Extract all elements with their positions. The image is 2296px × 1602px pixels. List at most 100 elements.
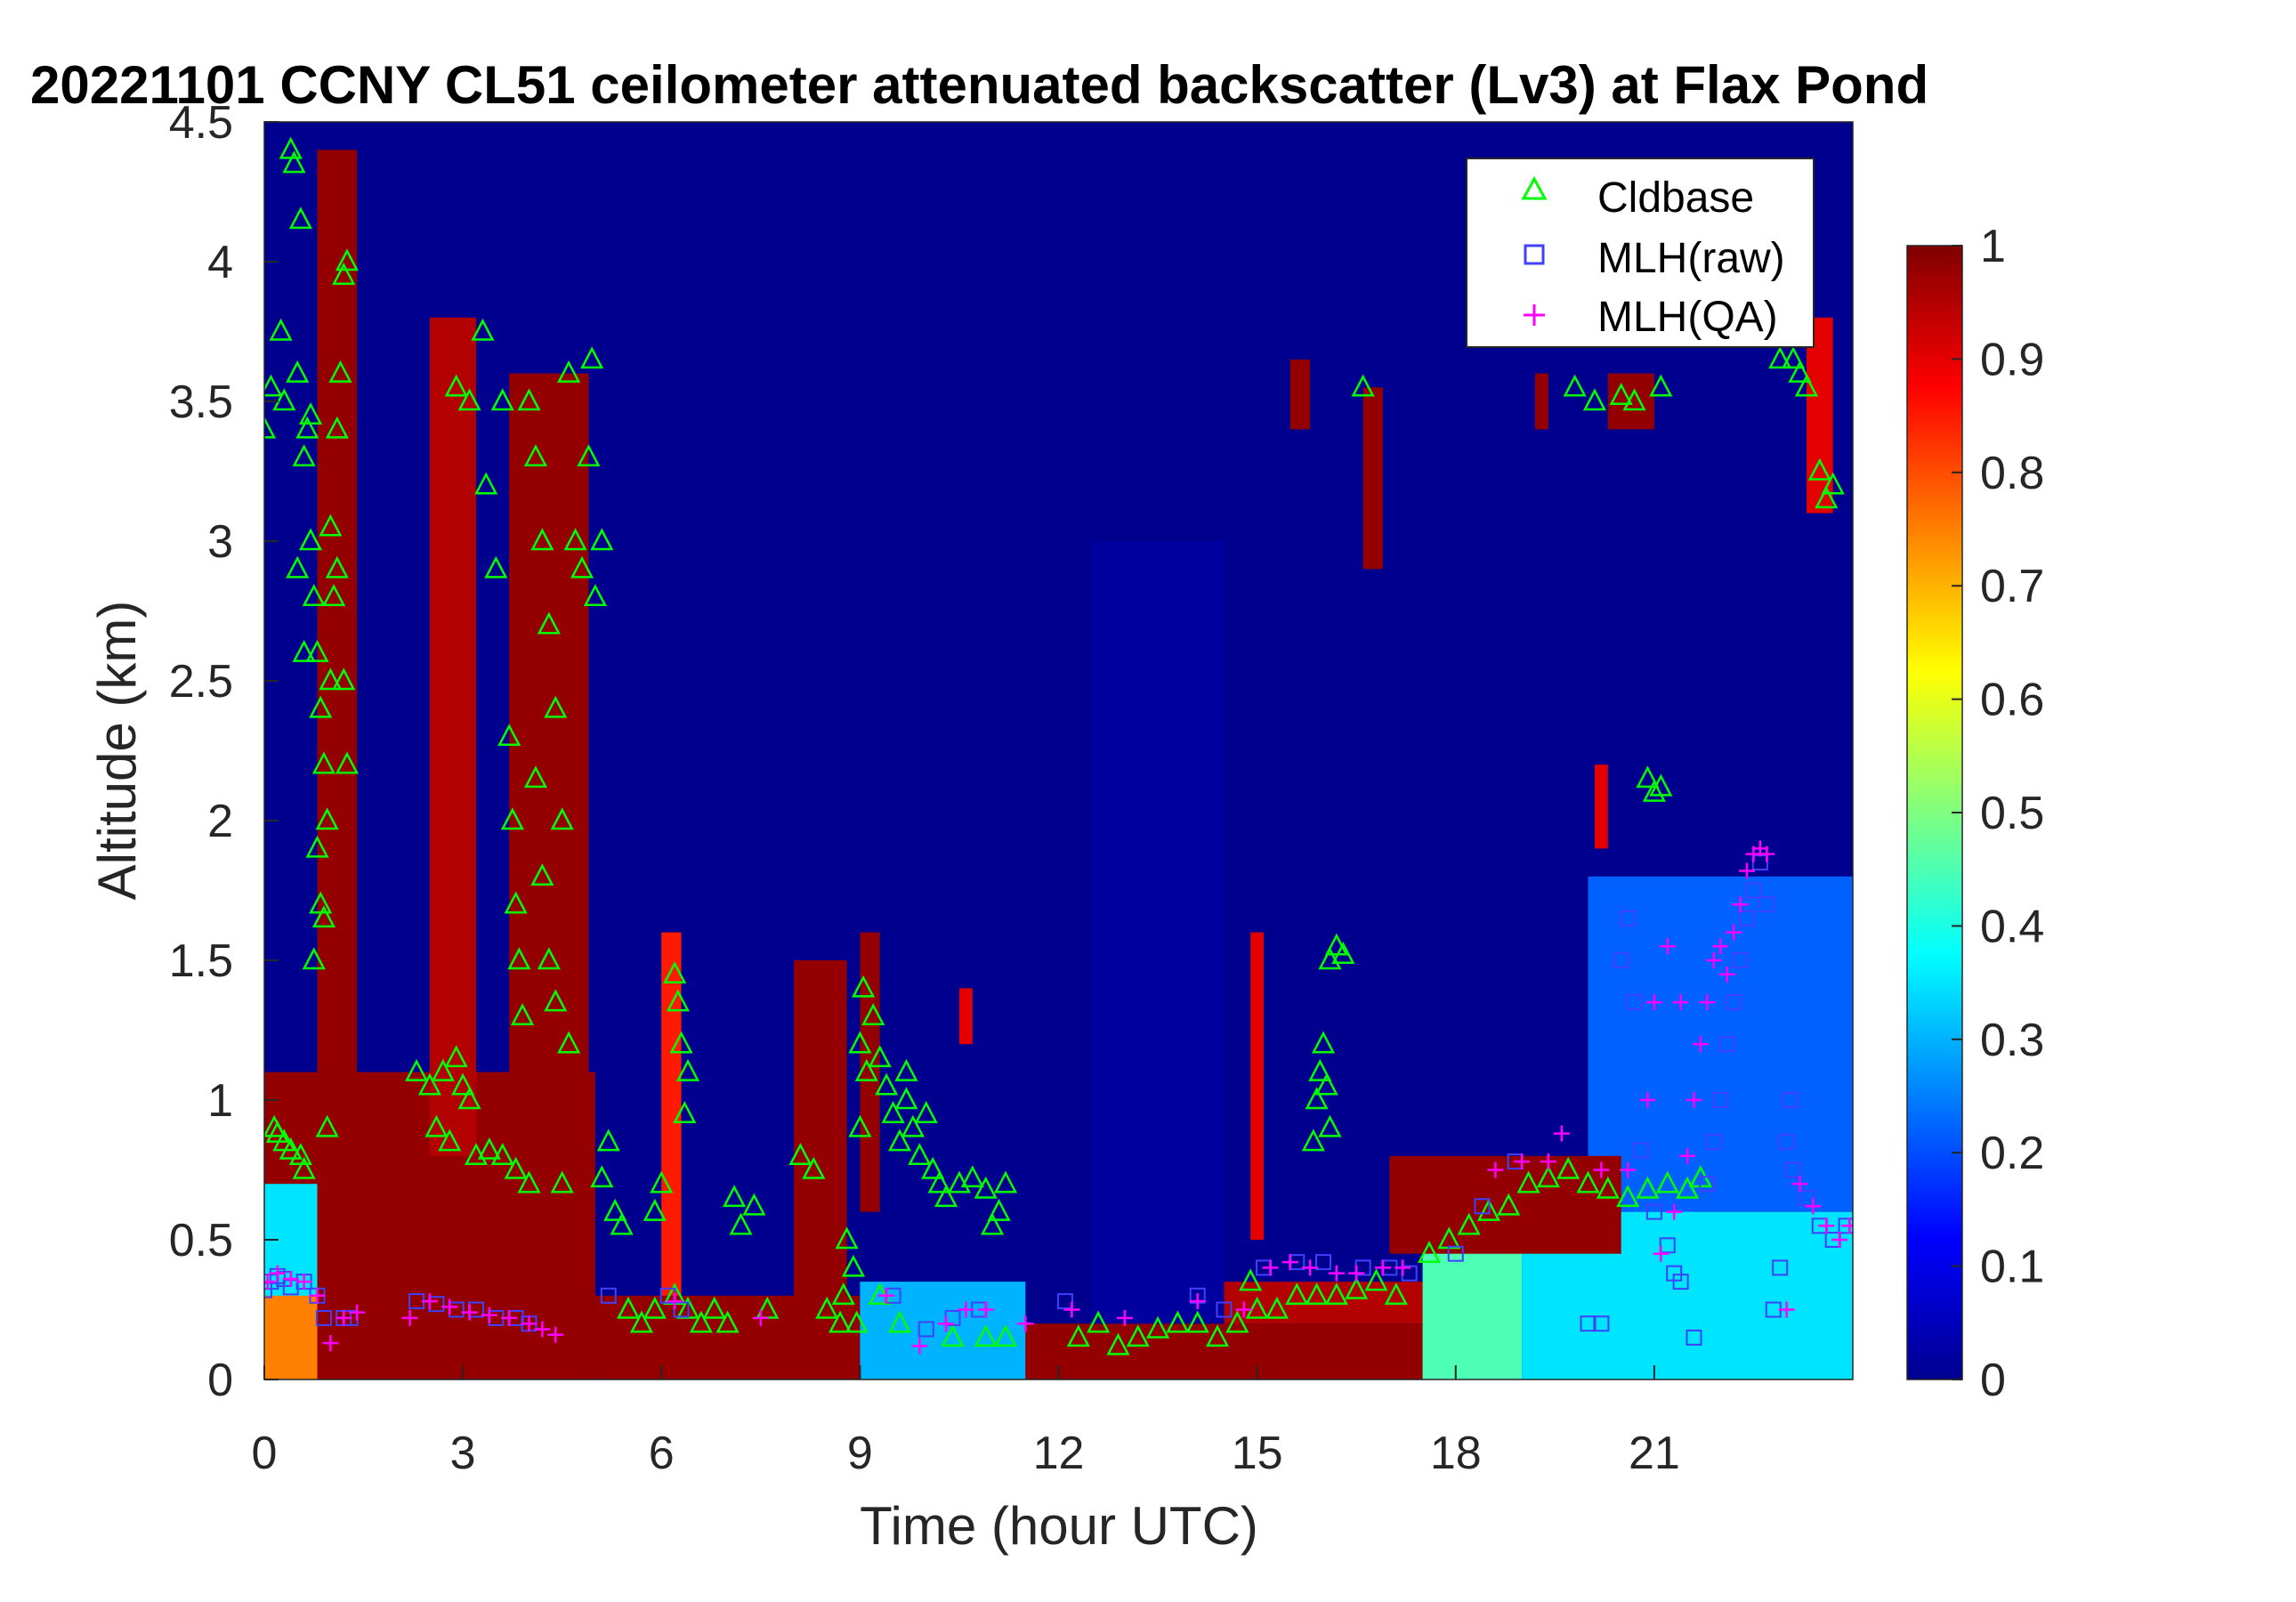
heatmap-cell [264, 1295, 318, 1380]
cldbase-marker [457, 1087, 481, 1110]
mlh-raw-marker [315, 1309, 332, 1326]
cldbase-marker [1563, 374, 1587, 397]
chart-title: 20221101 CCNY CL51 ceilometer attenuated… [30, 55, 1928, 115]
heatmap-layers [264, 150, 1853, 1380]
cldbase-marker [523, 765, 548, 789]
cldbase-marker [1794, 374, 1819, 397]
cldbase-marker [1106, 1332, 1130, 1355]
cldbase-marker [507, 947, 531, 970]
cldbase-marker [894, 1058, 918, 1081]
heatmap-cell [860, 932, 880, 1212]
mlh-qa-marker [1593, 1161, 1610, 1178]
y-tick-label: 1 [207, 1075, 233, 1127]
y-axis-label: Altitude (km) [87, 601, 147, 901]
heatmap-cell [1389, 1155, 1621, 1254]
mlh-raw-marker [1645, 1203, 1662, 1220]
cldbase-marker [590, 1165, 614, 1188]
mlh-qa-marker [481, 1307, 497, 1323]
colorbar-tick-label: 0 [1980, 1355, 2006, 1406]
cldbase-marker [1476, 1198, 1501, 1221]
mlh-qa-marker [1778, 1301, 1795, 1318]
mlh-qa-marker [1699, 994, 1716, 1011]
cldbase-marker [861, 1003, 885, 1026]
colorbar-tick-label: 0.4 [1980, 901, 2044, 952]
mlh-qa-marker [1235, 1301, 1252, 1318]
cldbase-marker [1185, 1310, 1209, 1333]
cldbase-marker [325, 416, 349, 439]
colorbar-tick-label: 0.7 [1980, 561, 2044, 612]
x-tick-label: 3 [450, 1428, 476, 1479]
cldbase-marker [311, 751, 336, 774]
cldbase-marker [328, 360, 352, 383]
heatmap-cell [1535, 373, 1548, 430]
cldbase-marker [332, 263, 356, 285]
mlh-raw-marker [1474, 1198, 1491, 1215]
cldbase-marker [322, 584, 346, 607]
cldbase-marker [616, 1296, 641, 1319]
cldbase-marker [1265, 1296, 1289, 1319]
cldbase-marker [504, 1156, 528, 1179]
cldbase-marker [841, 1254, 866, 1277]
y-tick-label: 3 [207, 516, 233, 568]
cldbase-marker [835, 1226, 859, 1250]
cldbase-marker [1536, 1165, 1560, 1188]
cldbase-marker [286, 555, 310, 578]
colorbar-tick-label: 0.5 [1980, 788, 2044, 839]
cldbase-marker [500, 807, 524, 830]
cldbase-marker [292, 1156, 316, 1179]
cldbase-marker [264, 416, 277, 439]
cldbase-marker [269, 318, 293, 341]
mlh-qa-marker [1017, 1315, 1034, 1332]
cldbase-marker [673, 1101, 697, 1123]
cldbase-marker [715, 1310, 740, 1333]
y-tick-label: 4 [207, 237, 233, 288]
cldbase-marker [1497, 1193, 1521, 1216]
heatmap-cell [1362, 387, 1383, 570]
mlh-raw-marker [1056, 1293, 1073, 1310]
cldbase-marker [288, 206, 312, 230]
cldbase-marker [1311, 1031, 1336, 1054]
mlh-qa-marker [1281, 1254, 1298, 1271]
cldbase-marker [510, 1003, 535, 1026]
mlh-raw-marker [673, 1301, 690, 1318]
cldbase-marker [1305, 1087, 1329, 1110]
cldbase-marker [1364, 1268, 1388, 1291]
mlh-raw-marker [1785, 1161, 1802, 1178]
colorbar: 0 0.1 0.2 0.3 0.4 0.5 0.6 0.7 0.8 0.9 1 [1906, 221, 2044, 1406]
cldbase-marker [1351, 374, 1375, 397]
cldbase-marker [729, 1212, 753, 1235]
cldbase-marker [1314, 1072, 1338, 1096]
cldbase-marker [854, 1058, 878, 1081]
mlh-qa-marker [1639, 1092, 1656, 1108]
mlh-raw-marker [1705, 1134, 1722, 1151]
cldbase-marker [471, 318, 495, 341]
mlh-qa-marker [752, 1309, 769, 1326]
cldbase-marker [424, 1114, 449, 1137]
mlh-qa-marker [1645, 994, 1662, 1011]
heatmap-cell [794, 960, 847, 1324]
x-axis: 0 3 6 9 12 15 18 21 [252, 1365, 1680, 1479]
cldbase-marker [1308, 1058, 1332, 1081]
cldbase-marker [1781, 346, 1806, 369]
cldbase-marker [848, 1031, 872, 1054]
mlh-qa-marker [1302, 1259, 1319, 1276]
mlh-qa-marker [1841, 1218, 1853, 1234]
cldbase-marker [497, 724, 521, 747]
mlh-raw-marker [1593, 1315, 1610, 1332]
cldbase-marker [650, 1170, 674, 1193]
mlh-raw-marker [1447, 1245, 1464, 1262]
cldbase-marker [286, 360, 310, 383]
cldbase-marker [451, 1072, 475, 1096]
mlh-qa-marker [1705, 952, 1722, 968]
cldbase-marker [1417, 1241, 1442, 1263]
cldbase-marker [1225, 1310, 1249, 1333]
cldbase-marker [1596, 1176, 1620, 1199]
cldbase-marker [490, 1143, 514, 1166]
cldbase-marker [544, 989, 568, 1012]
x-tick-label: 9 [847, 1428, 873, 1479]
mlh-raw-marker [1726, 994, 1742, 1011]
cldbase-marker [1384, 1282, 1408, 1306]
cldbase-marker [1205, 1324, 1230, 1347]
mlh-qa-marker [1726, 924, 1742, 941]
mlh-qa-marker [1758, 846, 1775, 862]
